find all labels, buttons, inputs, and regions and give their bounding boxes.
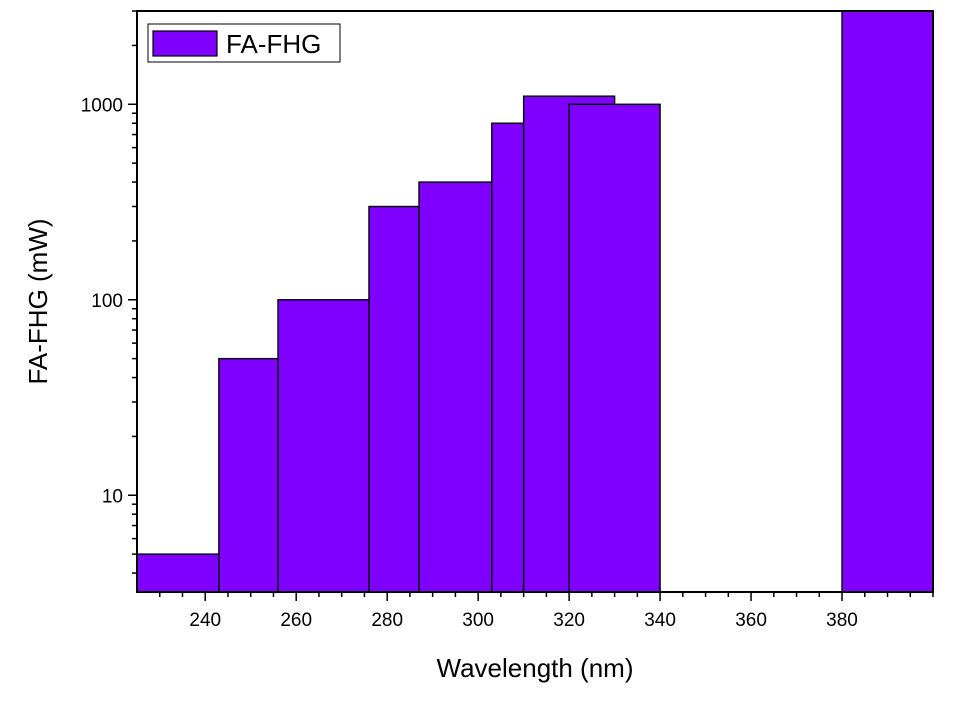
- x-tick-label: 300: [462, 610, 494, 631]
- bar-2: [277, 299, 370, 593]
- y-tick-label: 100: [91, 291, 123, 312]
- x-axis-title: Wavelength (nm): [437, 653, 634, 683]
- plot-frame: [136, 10, 934, 593]
- bar-7: [568, 103, 661, 593]
- legend: FA-FHG: [147, 23, 341, 63]
- bar-4: [418, 181, 493, 593]
- y-axis-title: FA-FHG (mW): [23, 218, 53, 384]
- x-axis-ticks: 240 260 280 300 320 340 360 380: [158, 592, 934, 631]
- x-tick-label: 240: [189, 610, 221, 631]
- bar-5: [491, 122, 525, 593]
- y-axis-ticks: 10 100 1000: [81, 10, 137, 574]
- x-tick-label: 380: [826, 610, 858, 631]
- bars-layer: [136, 10, 934, 593]
- y-tick-label: 1000: [81, 95, 123, 116]
- x-tick-label: 320: [553, 610, 585, 631]
- x-tick-label: 280: [371, 610, 403, 631]
- bar-3: [368, 205, 420, 593]
- bar-0: [136, 553, 220, 593]
- legend-label: FA-FHG: [226, 29, 321, 59]
- legend-swatch: [152, 30, 218, 57]
- y-tick-label: 10: [102, 486, 123, 507]
- x-tick-label: 260: [280, 610, 312, 631]
- bar-1: [218, 357, 279, 593]
- x-tick-label: 340: [644, 610, 676, 631]
- x-tick-label: 360: [735, 610, 767, 631]
- bar-8: [841, 10, 934, 593]
